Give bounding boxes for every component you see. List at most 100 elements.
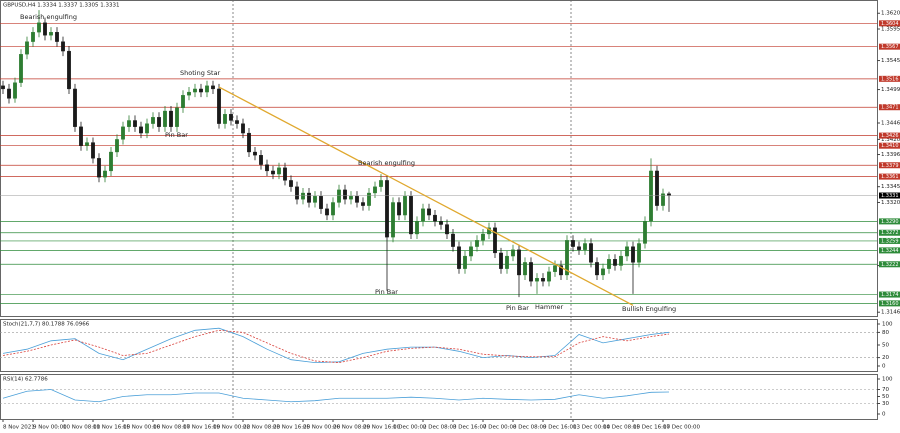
candle-body bbox=[67, 50, 71, 90]
candle-body bbox=[367, 192, 371, 206]
candle-body bbox=[523, 262, 527, 276]
candle-body bbox=[73, 88, 77, 127]
candle-body bbox=[667, 193, 671, 196]
support-label: 1.3290 bbox=[881, 219, 899, 225]
candle-body bbox=[607, 259, 611, 269]
annotation: Pin Bar bbox=[165, 131, 188, 139]
x-tick-label: 7 Dec 00:00 bbox=[483, 425, 517, 431]
candle-body bbox=[79, 126, 83, 146]
x-tick-label: 25 Nov 00:00 bbox=[303, 425, 341, 431]
candle-body bbox=[349, 196, 353, 200]
candle-body bbox=[661, 193, 665, 206]
x-tick-label: 15 Nov 00:00 bbox=[123, 425, 161, 431]
candle-body bbox=[409, 196, 413, 235]
candle-body bbox=[469, 246, 473, 257]
candle-body bbox=[307, 192, 311, 203]
candle-body bbox=[289, 180, 293, 187]
candle-body bbox=[571, 240, 575, 247]
y-tick-label: 1.3345 bbox=[881, 184, 900, 190]
candle-body bbox=[31, 32, 35, 42]
x-tick-label: 9 Dec 16:00 bbox=[543, 425, 577, 431]
candle-body bbox=[211, 85, 215, 90]
x-tick-label: 8 Dec 08:00 bbox=[513, 425, 547, 431]
candle-body bbox=[127, 120, 131, 127]
candle-body bbox=[145, 123, 149, 134]
y-tick-label: 20 bbox=[882, 355, 889, 361]
resistance-label: 1.3516 bbox=[881, 76, 899, 82]
candle-body bbox=[535, 278, 539, 282]
candle-body bbox=[643, 221, 647, 244]
resistance-label-box bbox=[879, 104, 900, 111]
candle-body bbox=[433, 214, 437, 222]
support-label-box bbox=[879, 237, 900, 244]
candle-body bbox=[577, 246, 581, 250]
candle-body bbox=[475, 240, 479, 247]
chart-title: GBPUSD,H4 1.3334 1.3337 1.3305 1.3331 bbox=[3, 3, 119, 9]
candle-body bbox=[439, 221, 443, 225]
indicator-line bbox=[2, 329, 670, 364]
candle-body bbox=[541, 278, 545, 282]
candle-body bbox=[301, 192, 305, 200]
candle-body bbox=[223, 114, 227, 124]
support-label-box bbox=[879, 261, 900, 268]
candle-body bbox=[319, 196, 323, 209]
candle-body bbox=[7, 88, 11, 99]
x-tick-label: 16 Nov 08:00 bbox=[153, 425, 191, 431]
indicator-line bbox=[2, 389, 670, 403]
x-tick-label: 13 Dec 00:00 bbox=[573, 425, 610, 431]
y-tick-label: 1.3420 bbox=[881, 137, 900, 143]
y-tick-label: 0 bbox=[882, 364, 886, 370]
candle-body bbox=[61, 41, 65, 52]
candle-body bbox=[565, 240, 569, 276]
resistance-label-box bbox=[879, 173, 900, 180]
resistance-label-box bbox=[879, 20, 900, 27]
candle-body bbox=[247, 132, 251, 153]
candle-body bbox=[505, 255, 509, 269]
x-tick-label: 9 Nov 00:00 bbox=[33, 425, 67, 431]
support-label-box bbox=[879, 229, 900, 236]
support-label-box bbox=[879, 300, 900, 307]
y-tick-label: 1.3545 bbox=[881, 58, 900, 64]
annotation: Pin Bar bbox=[506, 304, 529, 312]
candle-body bbox=[343, 189, 347, 200]
candle-body bbox=[55, 32, 59, 42]
candle-body bbox=[355, 196, 359, 203]
candle-body bbox=[451, 233, 455, 247]
x-tick-label: 15 Dec 16:00 bbox=[633, 425, 670, 431]
y-tick-label: 1.3595 bbox=[881, 27, 900, 33]
candle-body bbox=[649, 170, 653, 222]
candle-body bbox=[397, 202, 401, 216]
candle-body bbox=[595, 262, 599, 276]
resistance-label: 1.3379 bbox=[881, 163, 899, 169]
candle-body bbox=[499, 252, 503, 269]
candle-body bbox=[331, 202, 335, 216]
x-tick-label: 1 Dec 00:00 bbox=[393, 425, 427, 431]
candle-body bbox=[337, 189, 341, 203]
candle-body bbox=[91, 142, 95, 159]
candle-body bbox=[553, 265, 557, 272]
x-tick-label: 17 Nov 16:00 bbox=[183, 425, 221, 431]
candle-body bbox=[259, 155, 263, 165]
candle-body bbox=[631, 246, 635, 263]
candle-body bbox=[265, 164, 269, 172]
candle-body bbox=[625, 246, 629, 257]
candle-body bbox=[373, 186, 377, 194]
candle-body bbox=[187, 91, 191, 96]
candle-body bbox=[313, 196, 317, 203]
y-tick-label: 1.3146 bbox=[881, 310, 900, 316]
candle-body bbox=[613, 259, 617, 266]
candle-body bbox=[205, 85, 209, 93]
candle-body bbox=[403, 196, 407, 216]
annotation: Hammer bbox=[535, 303, 564, 311]
support-label: 1.3244 bbox=[881, 248, 899, 254]
resistance-label: 1.3604 bbox=[881, 21, 899, 27]
support-label: 1.3174 bbox=[881, 292, 899, 298]
candle-body bbox=[19, 54, 23, 83]
candle-body bbox=[271, 170, 275, 175]
candle-body bbox=[445, 224, 449, 235]
resistance-label: 1.3426 bbox=[881, 133, 899, 139]
resistance-label-box bbox=[879, 132, 900, 139]
annotation: Bearish engulfing bbox=[358, 159, 415, 167]
